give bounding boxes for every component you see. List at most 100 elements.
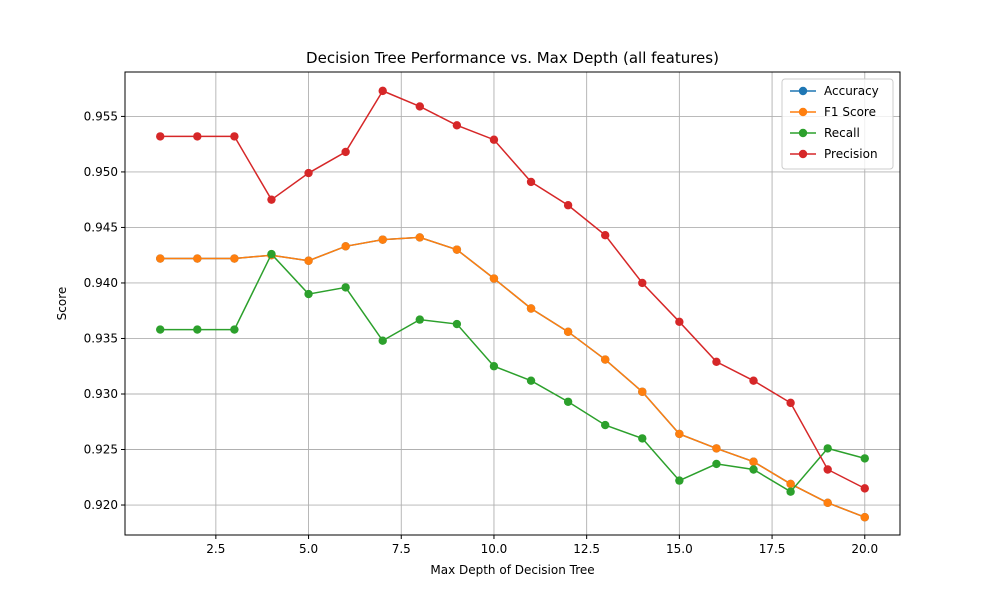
data-point-f1-score bbox=[601, 355, 610, 364]
legend-label: F1 Score bbox=[824, 105, 876, 119]
y-tick-label: 0.950 bbox=[84, 165, 118, 179]
data-point-recall bbox=[230, 325, 239, 334]
data-point-precision bbox=[526, 177, 536, 187]
legend-item-recall: Recall bbox=[790, 126, 860, 140]
chart-title: Decision Tree Performance vs. Max Depth … bbox=[306, 49, 719, 67]
y-tick-label: 0.925 bbox=[84, 443, 118, 457]
series-precision bbox=[156, 86, 869, 493]
y-tick-label: 0.935 bbox=[84, 331, 118, 345]
legend-box bbox=[781, 78, 894, 170]
x-tick-label: 17.5 bbox=[759, 542, 786, 556]
data-point-recall bbox=[304, 289, 313, 299]
data-point-precision bbox=[638, 278, 647, 288]
x-axis-label: Max Depth of Decision Tree bbox=[430, 563, 594, 577]
data-point-f1-score bbox=[712, 444, 721, 453]
data-point-f1-score bbox=[415, 233, 424, 242]
data-point-f1-score bbox=[489, 274, 499, 283]
legend-swatch-marker bbox=[798, 107, 808, 117]
data-point-precision bbox=[712, 357, 721, 366]
legend-label: Precision bbox=[824, 147, 878, 161]
legend-swatch-marker bbox=[798, 128, 808, 138]
data-point-precision bbox=[304, 168, 313, 178]
data-point-precision bbox=[675, 317, 684, 327]
data-point-recall bbox=[749, 465, 758, 474]
y-tick-label: 0.920 bbox=[84, 498, 118, 512]
data-point-recall bbox=[489, 362, 499, 371]
series-line-f1-score bbox=[160, 236, 866, 518]
data-point-precision bbox=[415, 102, 424, 111]
data-point-recall bbox=[638, 434, 647, 443]
legend-item-f1-score: F1 Score bbox=[790, 105, 876, 119]
data-point-recall bbox=[341, 283, 350, 292]
data-point-recall bbox=[860, 454, 869, 463]
y-tick-label: 0.955 bbox=[84, 109, 118, 123]
data-point-f1-score bbox=[156, 254, 165, 263]
data-point-f1-score bbox=[786, 479, 795, 489]
x-tick-label: 12.5 bbox=[573, 542, 600, 556]
y-tick-label: 0.945 bbox=[84, 220, 118, 234]
data-point-recall bbox=[156, 325, 165, 334]
data-point-recall bbox=[675, 476, 684, 485]
data-point-f1-score bbox=[860, 513, 869, 522]
data-point-recall bbox=[415, 315, 424, 324]
axes-frame bbox=[124, 71, 901, 536]
series-line-recall bbox=[160, 252, 865, 493]
series-recall bbox=[156, 249, 869, 496]
x-tick-label: 7.5 bbox=[392, 542, 411, 556]
data-point-f1-score bbox=[638, 387, 647, 396]
data-point-precision bbox=[193, 132, 202, 141]
series-layer bbox=[156, 86, 869, 522]
data-point-f1-score bbox=[304, 256, 313, 265]
data-point-precision bbox=[563, 201, 573, 210]
legend-label: Accuracy bbox=[824, 84, 879, 98]
data-point-precision bbox=[452, 121, 462, 130]
x-tick-label: 15.0 bbox=[666, 542, 693, 556]
data-point-f1-score bbox=[675, 429, 684, 439]
x-tick-label: 10.0 bbox=[481, 542, 508, 556]
data-point-precision bbox=[601, 231, 610, 240]
data-point-recall bbox=[267, 249, 276, 259]
x-tick-label: 5.0 bbox=[299, 542, 318, 556]
data-point-f1-score bbox=[526, 304, 536, 313]
data-point-precision bbox=[230, 132, 239, 141]
data-point-precision bbox=[267, 195, 276, 204]
data-point-f1-score bbox=[563, 327, 573, 337]
legend-swatch-marker bbox=[798, 149, 808, 159]
data-point-recall bbox=[712, 459, 721, 469]
data-point-f1-score bbox=[749, 457, 758, 466]
data-point-precision bbox=[786, 398, 795, 408]
legend-item-precision: Precision bbox=[790, 147, 878, 161]
axis-ticks: 2.5 5.0 7.5 10.0 12.5 15.0 17.5 20.0 0.920 0.925 0… bbox=[84, 109, 878, 556]
data-point-recall bbox=[786, 487, 795, 496]
data-point-recall bbox=[601, 420, 610, 430]
legend: Accuracy F1 Score Recall Precision bbox=[781, 78, 894, 170]
y-tick-label: 0.930 bbox=[84, 387, 118, 401]
data-point-precision bbox=[860, 484, 869, 493]
data-point-precision bbox=[341, 147, 350, 157]
data-point-precision bbox=[749, 376, 758, 385]
y-tick-label: 0.940 bbox=[84, 276, 118, 290]
x-tick-label: 2.5 bbox=[206, 542, 225, 556]
series-line-precision bbox=[160, 89, 866, 490]
data-point-f1-score bbox=[823, 498, 832, 508]
data-point-recall bbox=[823, 444, 832, 453]
legend-item-accuracy: Accuracy bbox=[790, 84, 879, 98]
data-point-recall bbox=[193, 325, 202, 334]
data-point-f1-score bbox=[378, 235, 387, 244]
data-point-precision bbox=[156, 132, 165, 141]
data-point-precision bbox=[823, 465, 832, 474]
data-point-f1-score bbox=[230, 254, 239, 263]
legend-label: Recall bbox=[824, 126, 860, 140]
legend-swatch-marker bbox=[798, 86, 808, 96]
data-point-recall bbox=[452, 319, 462, 329]
data-point-f1-score bbox=[341, 242, 350, 251]
data-point-precision bbox=[378, 86, 387, 96]
data-point-precision bbox=[489, 135, 499, 144]
data-point-recall bbox=[563, 397, 573, 406]
data-point-recall bbox=[526, 376, 536, 385]
y-axis-label: Score bbox=[55, 287, 69, 321]
x-tick-label: 20.0 bbox=[851, 542, 878, 556]
data-point-recall bbox=[378, 336, 387, 345]
data-point-f1-score bbox=[193, 254, 202, 263]
